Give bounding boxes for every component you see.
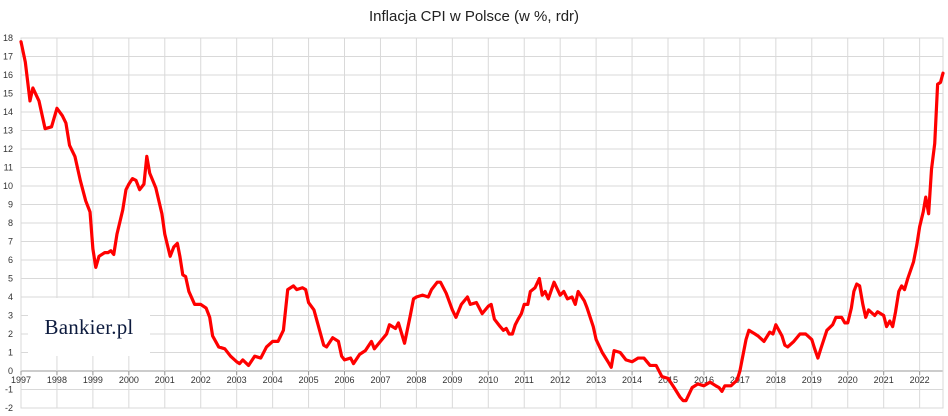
y-tick-label: 2 <box>8 329 13 339</box>
x-tick-label: 2005 <box>299 375 319 385</box>
y-tick-label: 17 <box>3 52 13 62</box>
y-tick-label: -2 <box>5 403 13 413</box>
y-tick-label: 4 <box>8 292 13 302</box>
chart-title: Inflacja CPI w Polsce (w %, rdr) <box>369 8 579 25</box>
y-tick-label: 12 <box>3 144 13 154</box>
y-tick-label: 14 <box>3 107 13 117</box>
y-tick-label: 16 <box>3 70 13 80</box>
x-tick-label: 2011 <box>515 375 534 385</box>
series-layer <box>19 40 945 403</box>
x-tick-label: 2012 <box>550 375 570 385</box>
cpi-series-line <box>19 40 945 403</box>
y-tick-label: 13 <box>3 126 13 136</box>
y-tick-label: 8 <box>8 218 13 228</box>
plot-area-border <box>20 37 944 409</box>
y-tick-label: 9 <box>8 200 13 210</box>
y-tick-label: 11 <box>4 163 13 173</box>
x-tick-label: 2001 <box>155 375 175 385</box>
x-tick-label: 2003 <box>227 375 247 385</box>
x-tick-label: 2007 <box>370 375 390 385</box>
x-tick-label: 2021 <box>874 375 894 385</box>
x-tick-label: 2014 <box>622 375 642 385</box>
x-tick-label: 1999 <box>83 375 103 385</box>
y-tick-label: -1 <box>5 385 13 395</box>
y-tick-label: 3 <box>8 311 13 321</box>
x-tick-label: 1998 <box>47 375 67 385</box>
bankier-logo: Bankier.pl <box>28 298 150 356</box>
x-tick-label: 1997 <box>11 375 31 385</box>
y-tick-label: 6 <box>8 255 13 265</box>
y-tick-label: 7 <box>8 237 13 247</box>
x-tick-label: 2022 <box>910 375 930 385</box>
y-tick-label: 0 <box>8 366 13 376</box>
x-tick-label: 2019 <box>802 375 822 385</box>
x-tick-label: 2000 <box>119 375 139 385</box>
x-tick-label: 2020 <box>838 375 858 385</box>
x-tick-label: 2008 <box>406 375 426 385</box>
x-tick-label: 2013 <box>586 375 606 385</box>
y-tick-label: 15 <box>3 89 13 99</box>
x-tick-label: 2018 <box>766 375 786 385</box>
x-tick-label: 2017 <box>730 375 750 385</box>
x-tick-label: 2010 <box>478 375 498 385</box>
x-tick-label: 2004 <box>263 375 283 385</box>
x-tick-label: 2009 <box>442 375 462 385</box>
x-tick-label: 2006 <box>334 375 354 385</box>
y-tick-label: 5 <box>8 274 13 284</box>
logo-text: Bankier.pl <box>44 314 134 339</box>
y-tick-label: 18 <box>3 33 13 43</box>
x-tick-label: 2002 <box>191 375 211 385</box>
grid-layer <box>20 37 944 409</box>
x-tick-label: 2016 <box>694 375 714 385</box>
y-tick-label: 1 <box>8 348 13 358</box>
y-tick-label: 10 <box>3 181 13 191</box>
